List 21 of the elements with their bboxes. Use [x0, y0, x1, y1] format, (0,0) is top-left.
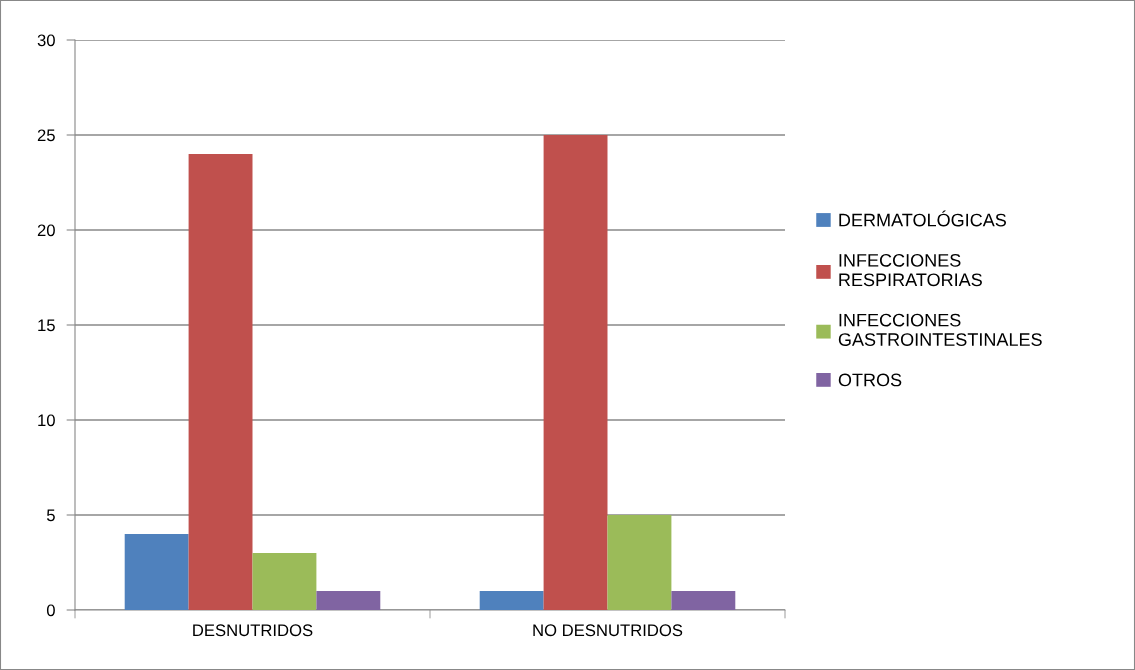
bar: [316, 591, 381, 610]
bar: [543, 135, 608, 610]
bar: [124, 534, 189, 610]
y-tick-label: 5: [46, 509, 55, 522]
legend-label: INFECCIONES GASTROINTESTINALES: [838, 313, 1042, 346]
x-tick-label: NO DESNUTRIDOS: [533, 624, 683, 637]
y-tick-label: 15: [38, 319, 55, 332]
y-tick-label: 20: [37, 224, 55, 237]
legend-label: DERMATOLÓGICAS: [839, 210, 1006, 227]
legend-label: OTROS: [838, 373, 902, 387]
x-tick-label: DESNUTRIDOS: [193, 624, 313, 637]
bar: [188, 154, 253, 610]
y-tick-label: 0: [46, 604, 55, 617]
bar: [607, 515, 672, 610]
bar: [252, 553, 317, 610]
y-tick-label: 10: [38, 414, 55, 427]
legend-label: INFECCIONES RESPIRATORIAS: [839, 253, 982, 287]
bar: [671, 591, 736, 610]
y-tick-label: 25: [37, 129, 55, 142]
y-tick-label: 30: [37, 34, 55, 47]
bar: [479, 591, 544, 610]
